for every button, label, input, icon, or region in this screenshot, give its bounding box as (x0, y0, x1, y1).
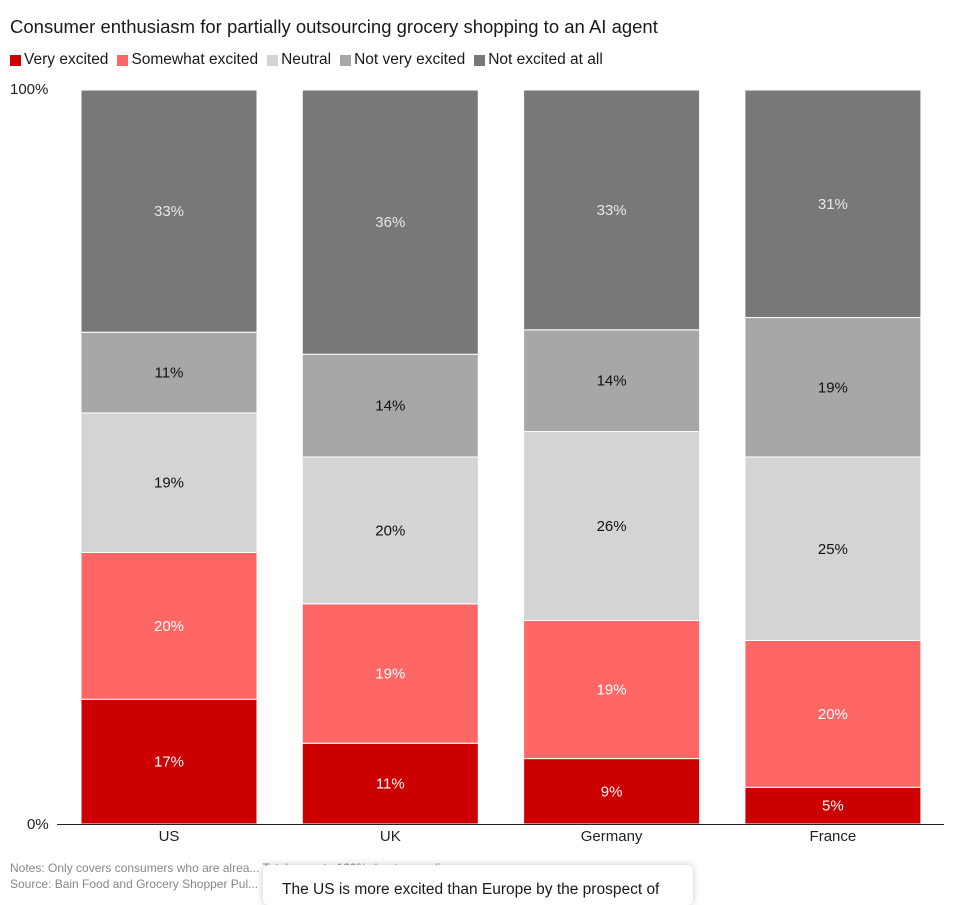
legend-label: Neutral (281, 51, 332, 68)
data-label: 33% (597, 202, 627, 219)
bar-segment (301, 603, 479, 744)
legend-item: Neutral (267, 51, 331, 69)
legend-label: Very excited (24, 51, 109, 68)
legend-swatch (474, 54, 486, 66)
bar-segment (523, 431, 701, 622)
bar-segment (523, 329, 701, 433)
bar-segment (80, 698, 258, 825)
bar-segment (744, 786, 922, 825)
data-label: 9% (601, 783, 623, 800)
bar-segment (301, 742, 479, 825)
legend-label: Not very excited (354, 51, 466, 68)
stacked-bar-chart: 17% 20% 19% 11% 33% US 11% 19% 20% 14% 36% UK 9% 19% 2… (10, 81, 944, 845)
legend-swatch (267, 54, 279, 66)
bar-segment (523, 89, 701, 331)
legend-label: Somewhat excited (131, 51, 259, 68)
legend-swatch (340, 54, 352, 66)
bar-segment (301, 456, 479, 605)
data-label: 33% (154, 203, 184, 220)
data-label: 19% (154, 475, 184, 492)
legend-swatch (10, 54, 21, 66)
bar-segment (80, 412, 258, 553)
data-label: 17% (154, 754, 184, 771)
x-tick-label: US (159, 828, 180, 845)
legend-item: Somewhat excited (117, 51, 258, 69)
caption-popup[interactable]: The US is more excited than Europe by th… (263, 865, 693, 905)
legend-label: Not excited at all (488, 51, 603, 68)
x-tick-label: France (810, 828, 857, 845)
y-tick-label: 100% (10, 81, 48, 98)
data-label: 20% (154, 618, 184, 635)
legend-item: Very excited (10, 51, 108, 69)
legend-item: Not excited at all (474, 51, 603, 69)
data-label: 31% (818, 196, 848, 213)
legend-swatch (117, 54, 129, 66)
data-label: 20% (818, 706, 848, 723)
bar-segment (301, 89, 479, 355)
caption-text: The US is more excited than Europe by th… (282, 881, 660, 898)
chart-legend: Very excited Somewhat excited Neutral Not v… (10, 51, 612, 69)
bar-segment (80, 89, 258, 333)
chart-title: Consumer enthusiasm for partially outsou… (10, 16, 658, 37)
data-label: 14% (597, 373, 627, 390)
data-label: 19% (375, 666, 405, 683)
data-label: 19% (597, 682, 627, 699)
legend-item: Not very excited (340, 51, 465, 69)
bar-segment (744, 89, 922, 319)
bar-segment (301, 353, 479, 458)
data-label: 11% (376, 776, 405, 793)
bar-segment (744, 456, 922, 641)
bar-segment (80, 551, 258, 700)
y-tick-label: 0% (27, 816, 49, 833)
source-line: Source: Bain Food and Grocery Shopper Pu… (10, 876, 259, 891)
bar-segment (523, 620, 701, 760)
data-label: 20% (375, 522, 405, 539)
bar-segment (744, 640, 922, 788)
data-label: 19% (818, 379, 848, 396)
bar-segment (523, 758, 701, 825)
x-tick-label: UK (380, 828, 401, 845)
data-label: 11% (155, 365, 184, 382)
data-label: 36% (375, 214, 405, 231)
data-label: 26% (597, 518, 627, 535)
data-label: 25% (818, 541, 848, 558)
x-tick-label: Germany (581, 828, 643, 845)
bar-segment (80, 331, 258, 414)
data-label: 14% (375, 398, 405, 415)
bar-segment (744, 317, 922, 458)
data-label: 5% (822, 798, 844, 815)
